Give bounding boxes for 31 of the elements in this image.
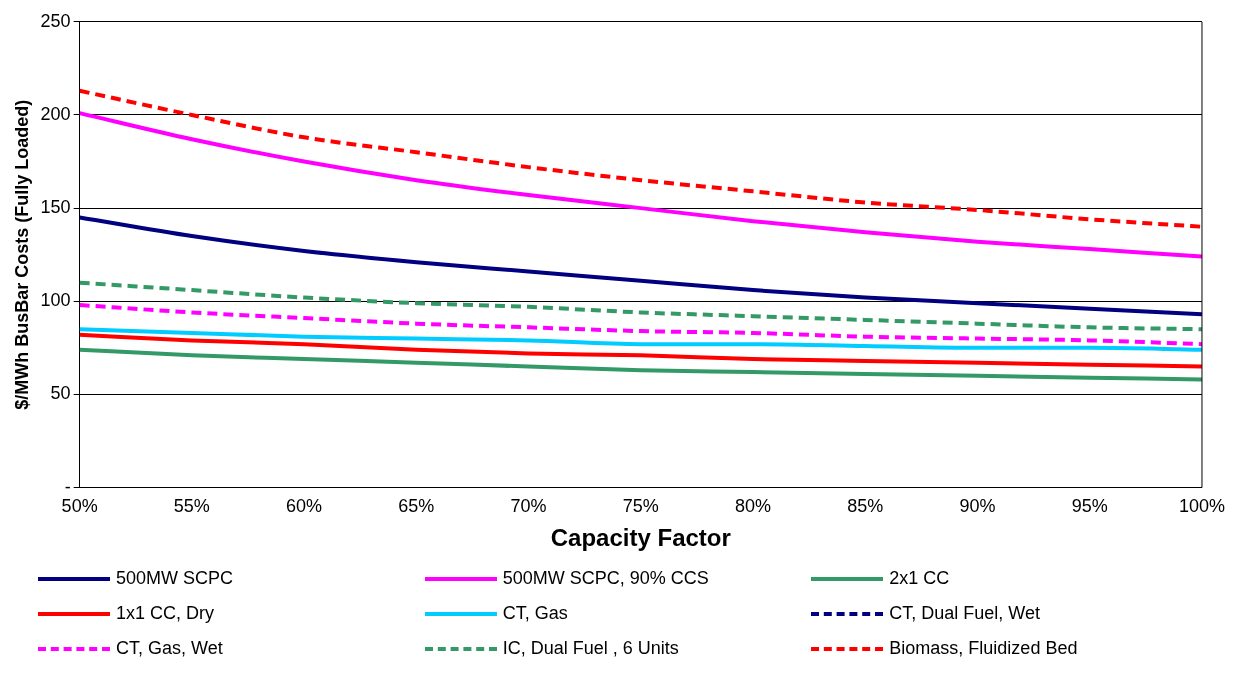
x-tick-label: 90% <box>959 496 996 517</box>
x-tick-label: 65% <box>398 496 435 517</box>
legend-label: CT, Gas <box>502 603 568 624</box>
x-tick-label: 85% <box>847 496 884 517</box>
x-axis-title: Capacity Factor <box>550 524 731 552</box>
y-axis-title: $/MWh BusBar Costs (Fully Loaded) <box>11 99 32 410</box>
x-tick-label: 95% <box>1071 496 1108 517</box>
x-tick-label: 55% <box>173 496 210 517</box>
x-tick-label: 50% <box>61 496 98 517</box>
legend-label: 500MW SCPC <box>116 568 234 589</box>
x-tick-label: 60% <box>286 496 323 517</box>
legend-label: 500MW SCPC, 90% CCS <box>502 568 709 589</box>
line-series <box>79 332 1202 369</box>
legend-label: CT, Dual Fuel, Wet <box>889 603 1041 624</box>
line-series <box>79 327 1202 352</box>
legend-label: 1x1 CC, Dry <box>116 603 215 624</box>
y-tick-label: 250 <box>40 10 71 31</box>
y-tick-label: 150 <box>40 197 71 218</box>
legend-label: IC, Dual Fuel , 6 Units <box>502 638 679 659</box>
legend-label: Biomass, Fluidized Bed <box>889 638 1078 659</box>
legend-label: 2x1 CC <box>889 568 950 589</box>
y-tick-label: 100 <box>40 290 71 311</box>
x-tick-label: 100% <box>1178 496 1225 517</box>
x-tick-label: 70% <box>510 496 547 517</box>
y-tick-label: - <box>64 476 71 497</box>
y-tick-label: 200 <box>40 103 71 124</box>
y-tick-label: 50 <box>50 383 71 404</box>
line-series <box>79 347 1202 382</box>
legend-label: CT, Gas, Wet <box>116 638 223 659</box>
x-tick-label: 75% <box>622 496 659 517</box>
x-tick-label: 80% <box>735 496 772 517</box>
